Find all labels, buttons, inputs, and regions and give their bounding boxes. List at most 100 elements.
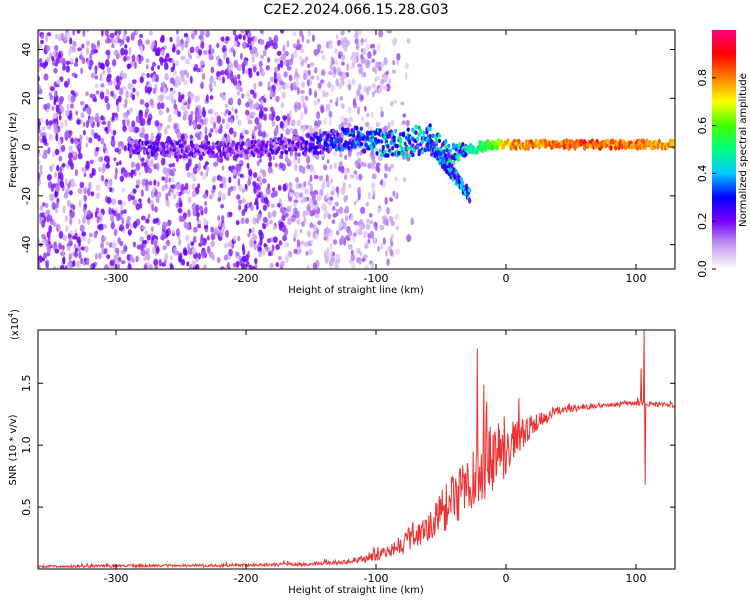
spectral-cell bbox=[189, 93, 194, 98]
spectral-cell bbox=[234, 74, 237, 83]
spectral-cell bbox=[151, 75, 156, 83]
x-tick-label: -100 bbox=[364, 572, 389, 585]
spectral-cell bbox=[326, 159, 330, 164]
spectral-cell bbox=[372, 192, 376, 199]
spectral-cell bbox=[353, 200, 357, 206]
spectral-cell bbox=[319, 137, 323, 142]
spectral-cell bbox=[208, 108, 214, 115]
spectral-cell bbox=[301, 221, 306, 227]
spectral-cell bbox=[38, 135, 42, 142]
spectral-cell bbox=[350, 253, 356, 262]
spectral-cell bbox=[130, 195, 136, 201]
spectral-cell bbox=[154, 51, 159, 56]
spectral-cell bbox=[173, 103, 178, 110]
spectral-cell bbox=[340, 43, 345, 48]
spectral-cell bbox=[244, 217, 250, 224]
spectral-cell bbox=[268, 113, 273, 121]
spectral-cell bbox=[376, 207, 381, 214]
spectral-cell bbox=[70, 103, 74, 109]
spectral-cell bbox=[328, 110, 333, 118]
spectral-cell bbox=[341, 61, 345, 66]
spectral-cell bbox=[309, 210, 315, 217]
spectral-cell bbox=[352, 97, 357, 107]
spectral-cell bbox=[105, 240, 109, 246]
spectral-cell bbox=[216, 42, 220, 49]
spectral-cell bbox=[110, 37, 115, 44]
spectral-cell bbox=[246, 162, 250, 169]
x-tick-label: -300 bbox=[104, 272, 129, 285]
spectral-cell bbox=[357, 30, 362, 35]
spectral-cell bbox=[225, 229, 229, 238]
spectral-cell bbox=[268, 251, 272, 257]
spectral-cell bbox=[151, 65, 155, 72]
spectral-cell bbox=[238, 34, 242, 39]
spectral-cell bbox=[217, 75, 222, 82]
spectral-cell bbox=[123, 103, 128, 108]
spectral-cell bbox=[391, 146, 395, 151]
spectral-cell bbox=[336, 230, 340, 236]
spectral-cell bbox=[75, 260, 81, 268]
spectral-cell bbox=[278, 240, 283, 246]
spectral-cell bbox=[176, 49, 181, 55]
spectral-cell bbox=[250, 139, 254, 145]
spectral-cell bbox=[362, 47, 367, 56]
spectral-cell bbox=[75, 110, 79, 116]
snr-x-axis-label: Height of straight line (km) bbox=[288, 585, 424, 596]
spectral-cell bbox=[376, 166, 381, 174]
spectral-cell bbox=[52, 118, 58, 124]
spectral-cell bbox=[319, 175, 324, 180]
spectral-cell bbox=[340, 30, 345, 36]
spectral-cell bbox=[38, 259, 41, 266]
spectral-cell bbox=[334, 201, 339, 207]
spectral-cell bbox=[156, 102, 162, 110]
spectral-cell bbox=[346, 167, 350, 174]
spectral-cell bbox=[145, 64, 149, 70]
spectral-cell bbox=[100, 174, 105, 182]
spectral-cell bbox=[317, 220, 322, 226]
spectral-cell bbox=[380, 110, 384, 118]
spectral-cell bbox=[230, 150, 234, 155]
spectral-cell bbox=[135, 179, 141, 186]
spectral-cell bbox=[201, 41, 205, 49]
spectral-cell bbox=[227, 117, 232, 123]
spectral-cell bbox=[223, 242, 229, 249]
spectral-cell bbox=[177, 207, 183, 214]
spectral-cell bbox=[304, 241, 309, 248]
spectral-cell bbox=[191, 202, 197, 211]
spectral-cell bbox=[105, 49, 111, 56]
spectral-cell bbox=[154, 206, 158, 213]
spectral-cell bbox=[237, 64, 242, 72]
spectral-cell bbox=[239, 86, 243, 93]
spectral-cell bbox=[295, 176, 299, 183]
spectral-cell bbox=[379, 62, 385, 68]
spectral-cell bbox=[147, 213, 151, 219]
spectral-cell bbox=[150, 152, 154, 157]
spectral-cell bbox=[113, 228, 118, 237]
spectral-cell bbox=[335, 208, 340, 213]
spectral-cell bbox=[270, 39, 274, 47]
spectral-cell bbox=[74, 232, 78, 240]
spectral-cell bbox=[132, 87, 136, 93]
spectral-cell bbox=[140, 189, 144, 197]
spectral-cell bbox=[222, 193, 226, 201]
spectral-cell bbox=[306, 164, 311, 170]
spectral-cell bbox=[46, 102, 51, 110]
spectral-cell bbox=[216, 157, 222, 163]
spectral-cell bbox=[46, 32, 52, 37]
y-tick-label: 0.5 bbox=[20, 498, 33, 515]
spectral-cell bbox=[353, 170, 358, 175]
spectral-cell bbox=[66, 32, 71, 39]
spectral-cell bbox=[54, 45, 59, 51]
spectral-cell bbox=[214, 127, 218, 134]
spectral-cell bbox=[250, 48, 255, 55]
spectral-cell bbox=[60, 121, 64, 129]
spectral-cell bbox=[442, 149, 446, 154]
spectral-cell bbox=[52, 266, 57, 269]
spectral-cell bbox=[251, 54, 255, 64]
spectral-cell bbox=[391, 131, 395, 137]
spectral-cell bbox=[191, 143, 195, 148]
spectral-cell bbox=[358, 228, 362, 236]
spectral-cell bbox=[241, 62, 245, 70]
spectral-cell bbox=[380, 78, 385, 84]
spectral-cell bbox=[343, 174, 348, 181]
